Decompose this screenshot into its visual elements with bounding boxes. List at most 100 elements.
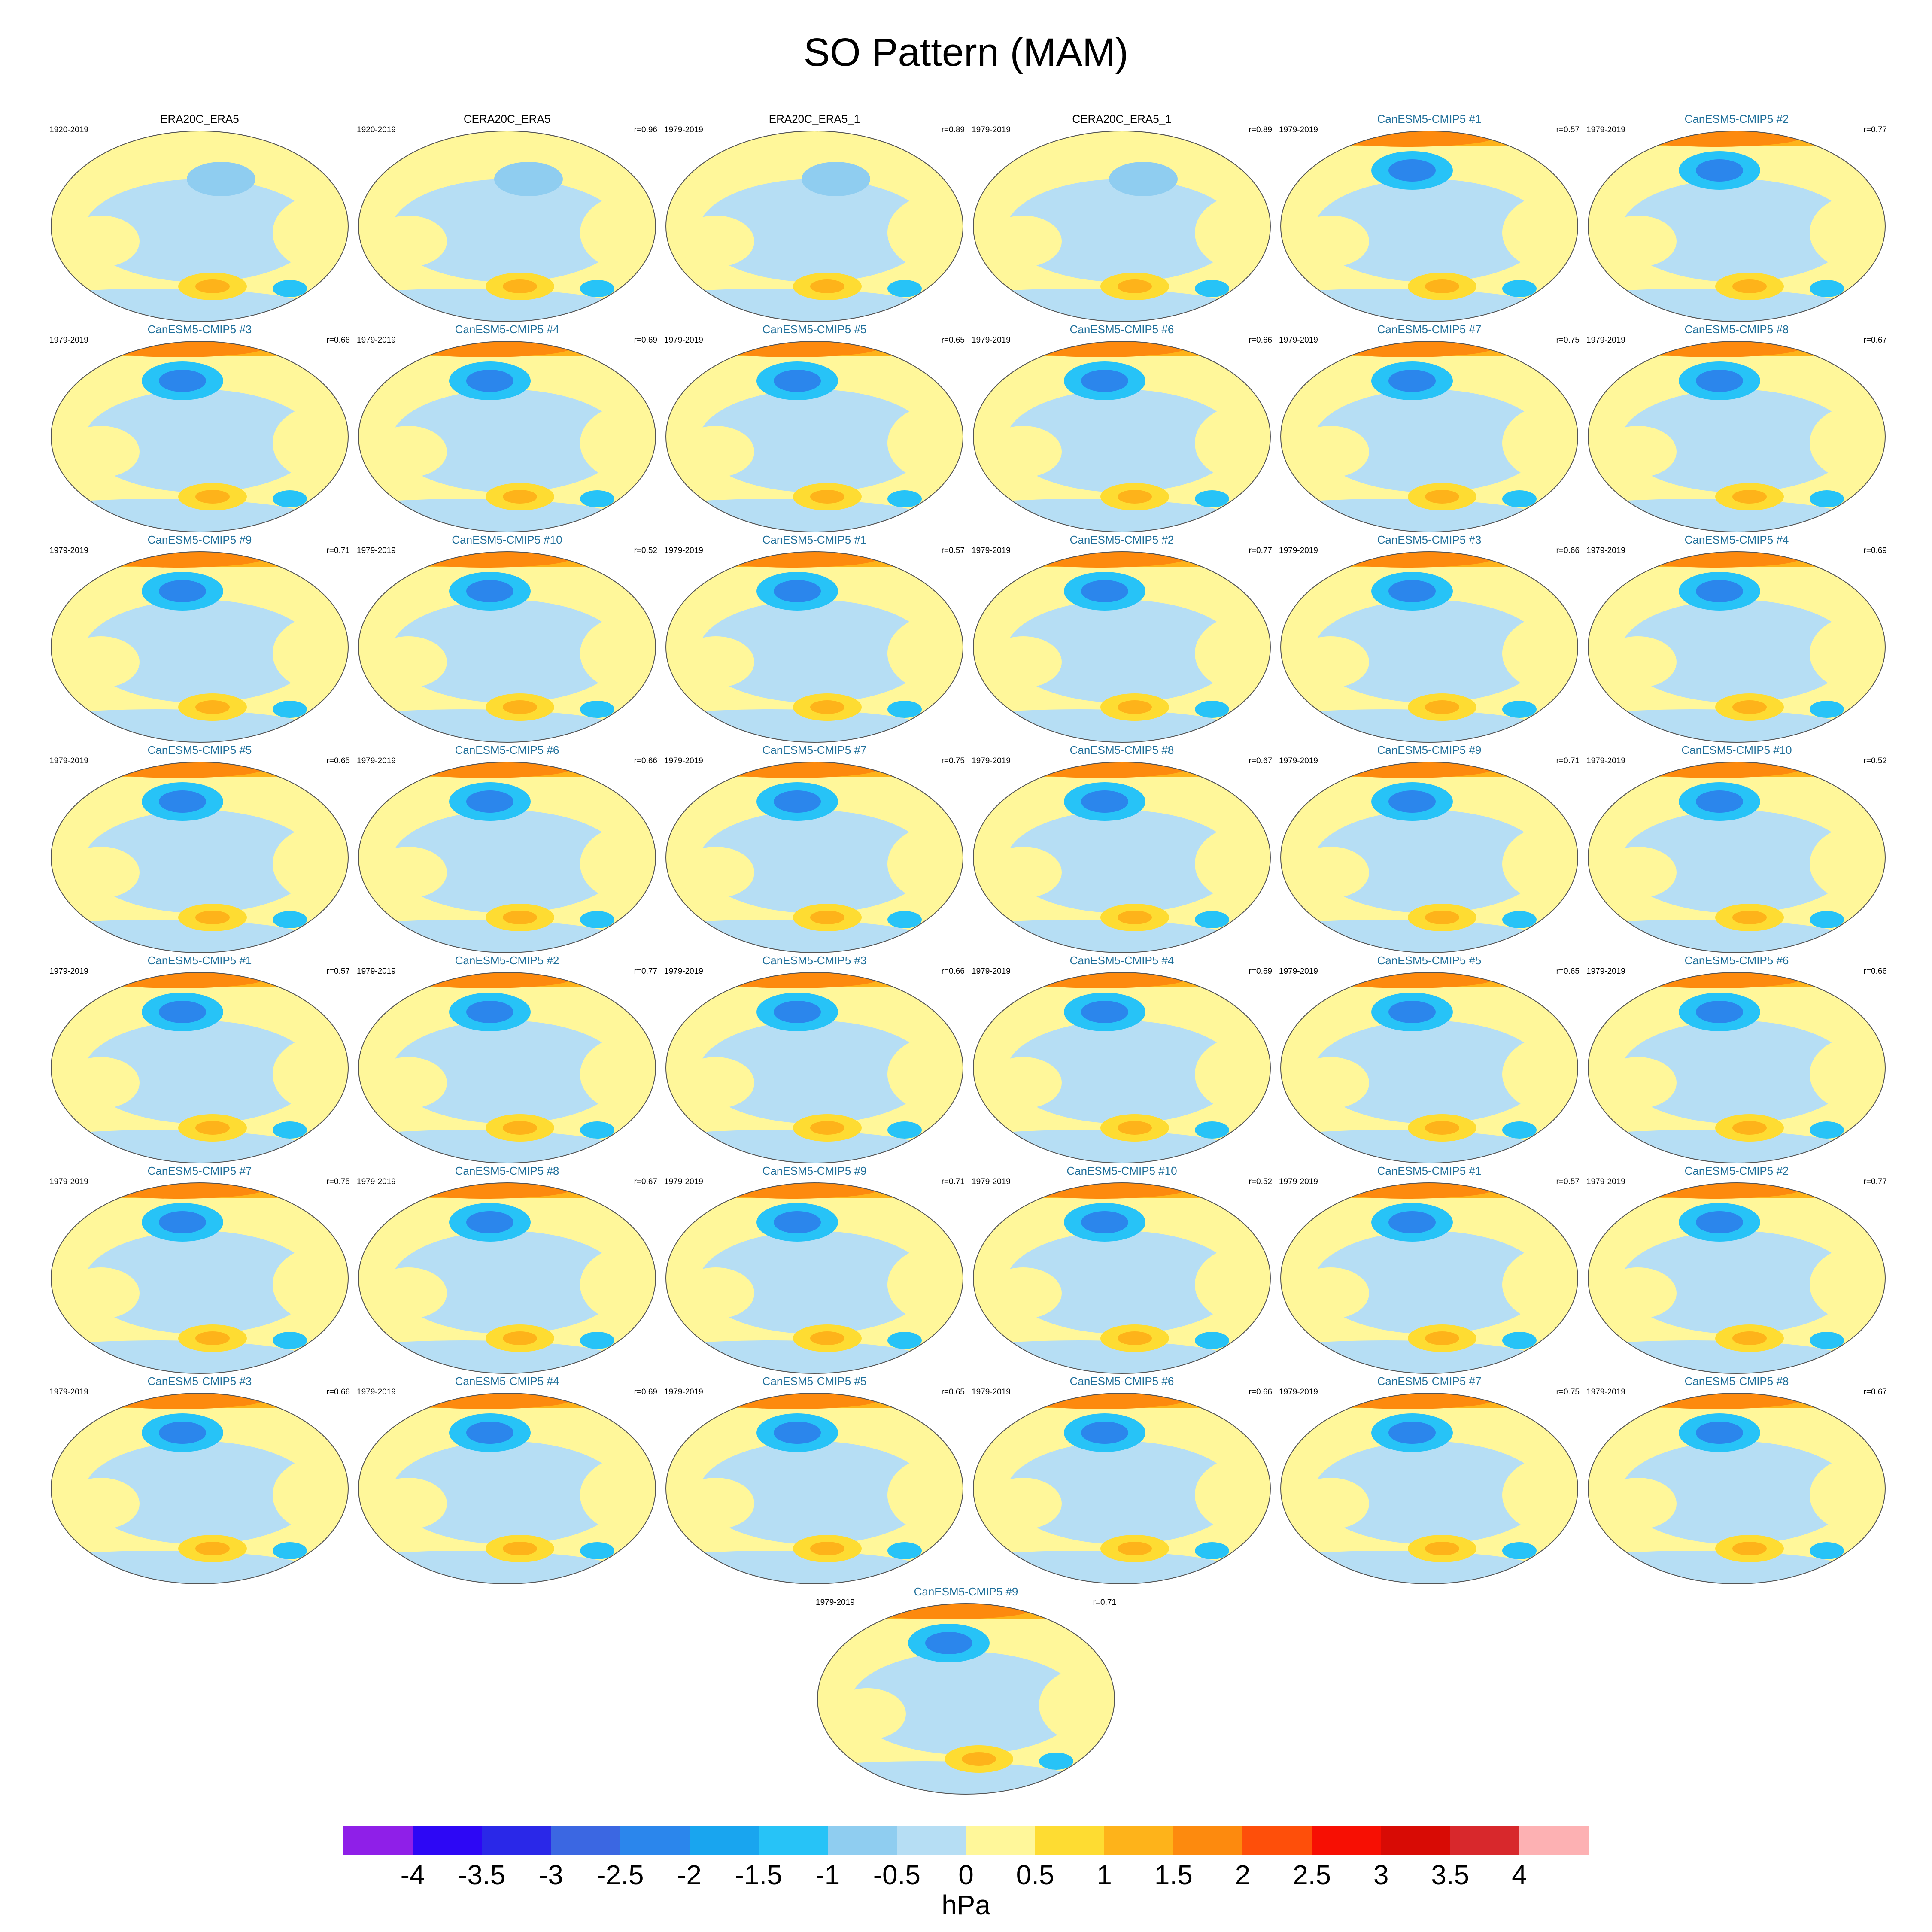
map-globe: [973, 1182, 1271, 1374]
panel-correlation: r=0.77: [1249, 546, 1272, 555]
positive-anomaly-region: [887, 404, 963, 482]
colorbar-cell: [1381, 1826, 1451, 1855]
colorbar-tick-label: 3.5: [1431, 1859, 1470, 1890]
panel-correlation: r=0.57: [941, 546, 965, 555]
panel-period: 1979-2019: [664, 546, 703, 555]
negative-anomaly-low: [887, 1542, 922, 1559]
map-panel: CanESM5-CMIP5 #3 1979-2019 r=0.66: [1279, 533, 1580, 748]
map-outline: [51, 1182, 349, 1374]
panel-title: CanESM5-CMIP5 #2: [455, 954, 559, 967]
map-globe: [1280, 762, 1578, 953]
map-globe: [358, 551, 656, 743]
negative-anomaly-region: [84, 1021, 316, 1124]
panel-period: 1979-2019: [1586, 546, 1625, 555]
map-outline: [973, 341, 1271, 532]
colorbar-cell: [966, 1826, 1036, 1855]
panel-correlation: r=0.69: [1249, 967, 1272, 976]
positive-anomaly-region: [1502, 404, 1578, 482]
negative-anomaly-low: [1195, 1332, 1229, 1349]
negative-anomaly-low: [273, 280, 307, 297]
panel-title: CanESM5-CMIP5 #2: [1684, 1164, 1789, 1177]
negative-anomaly-region: [699, 810, 930, 913]
map-panel: ERA20C_ERA5_1 1979-2019 r=0.89: [664, 112, 965, 327]
negative-anomaly-low: [1502, 1542, 1537, 1559]
map-outline: [665, 551, 963, 743]
panel-correlation: r=0.66: [1863, 967, 1887, 976]
positive-anomaly-region: [1810, 825, 1885, 902]
negative-anomaly-core: [1388, 370, 1436, 392]
negative-anomaly-low: [273, 1332, 307, 1349]
positive-anomaly-region: [1292, 847, 1369, 898]
panel-correlation: r=0.77: [1863, 1177, 1887, 1186]
positive-anomaly-core: [503, 1121, 537, 1135]
positive-anomaly-region: [1599, 636, 1677, 688]
panel-title: CERA20C_ERA5_1: [1072, 112, 1172, 125]
map-outline: [665, 1182, 963, 1374]
negative-anomaly-low: [273, 701, 307, 718]
map-outline: [1588, 762, 1886, 953]
negative-anomaly-low: [580, 701, 614, 718]
colorbar-cell: [689, 1826, 759, 1855]
positive-anomaly-region: [1810, 194, 1885, 271]
colorbar-tick-label: -4: [400, 1859, 425, 1890]
panel-period: 1979-2019: [1279, 546, 1318, 555]
negative-anomaly-core: [774, 1001, 821, 1023]
positive-anomaly-core: [962, 1752, 996, 1766]
colorbar-tick-label: 4: [1512, 1859, 1527, 1890]
map-outline: [1280, 1393, 1578, 1584]
negative-anomaly-region: [391, 1231, 623, 1334]
negative-anomaly-core: [466, 790, 513, 813]
positive-anomaly-core: [810, 700, 844, 714]
positive-anomaly-core: [1425, 1542, 1459, 1555]
negative-anomaly-core: [466, 1001, 513, 1023]
positive-anomaly-region: [984, 1478, 1062, 1529]
negative-anomaly-region: [391, 389, 623, 492]
panel-period: 1920-2019: [49, 125, 88, 134]
panel-title: CanESM5-CMIP5 #8: [1684, 323, 1789, 336]
panel-period: 1979-2019: [1586, 125, 1625, 134]
negative-anomaly-core: [1696, 790, 1743, 813]
positive-anomaly-region: [370, 1267, 447, 1319]
panel-period: 1979-2019: [1279, 336, 1318, 345]
colorbar-cell: [1104, 1826, 1174, 1855]
panel-period: 1979-2019: [972, 967, 1011, 976]
map-globe: [51, 1393, 349, 1584]
panel-title: CanESM5-CMIP5 #7: [1377, 323, 1482, 336]
positive-anomaly-region: [887, 615, 963, 692]
panel-period: 1979-2019: [49, 756, 88, 766]
map-globe: [665, 1182, 963, 1374]
map-panel: CanESM5-CMIP5 #8 1979-2019 r=0.67: [1586, 1375, 1887, 1589]
negative-anomaly-core: [774, 790, 821, 813]
map-globe: [665, 551, 963, 743]
negative-anomaly-core: [1696, 1211, 1743, 1233]
positive-anomaly-region: [580, 1036, 656, 1113]
panel-title: CanESM5-CMIP5 #5: [147, 744, 252, 756]
panel-title: CanESM5-CMIP5 #9: [1377, 744, 1482, 756]
negative-anomaly-region: [84, 179, 316, 282]
positive-anomaly-core: [195, 279, 230, 293]
positive-anomaly-region: [677, 1267, 754, 1319]
positive-anomaly-core: [1425, 1121, 1459, 1135]
map-outline: [817, 1603, 1115, 1795]
map-globe: [665, 1393, 963, 1584]
positive-anomaly-core: [1425, 700, 1459, 714]
map-globe: [358, 762, 656, 953]
positive-anomaly-core: [1425, 911, 1459, 924]
map-globe: [1588, 551, 1886, 743]
positive-anomaly-region: [984, 216, 1062, 267]
negative-anomaly-low: [1109, 162, 1178, 196]
panel-correlation: r=0.71: [1093, 1598, 1116, 1607]
positive-anomaly-core: [810, 911, 844, 924]
positive-anomaly-region: [1599, 847, 1677, 898]
negative-anomaly-low: [273, 1542, 307, 1559]
map-panel: CanESM5-CMIP5 #9 1979-2019 r=0.71: [49, 533, 350, 748]
positive-anomaly-region: [273, 615, 348, 692]
positive-anomaly-region: [62, 1478, 140, 1529]
map-outline: [1280, 341, 1578, 532]
panel-title: CanESM5-CMIP5 #8: [1684, 1375, 1789, 1388]
negative-anomaly-core: [925, 1632, 972, 1654]
positive-anomaly-region: [984, 426, 1062, 477]
negative-anomaly-region: [84, 810, 316, 913]
positive-anomaly-core: [195, 1542, 230, 1555]
negative-anomaly-low: [580, 911, 614, 928]
